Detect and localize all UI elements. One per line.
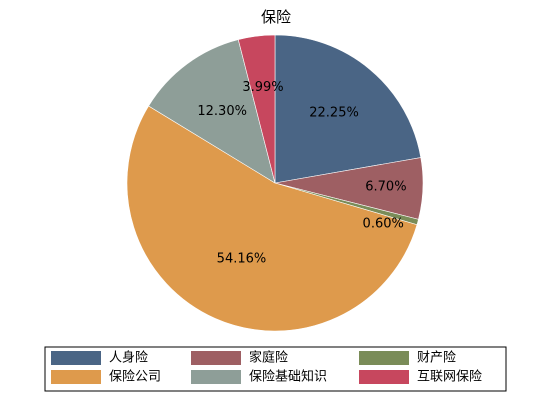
slice-value-label: 3.99% — [242, 80, 283, 95]
legend-swatch — [191, 351, 241, 365]
pie-slice — [148, 39, 276, 184]
legend-label: 财产险 — [417, 351, 456, 366]
slice-value-label: 54.16% — [217, 251, 267, 266]
legend-swatch — [51, 351, 101, 365]
pie-slice — [237, 34, 276, 184]
legend-frame — [44, 346, 507, 392]
legend-label: 保险公司 — [109, 370, 161, 385]
legend-label: 保险基础知识 — [249, 369, 327, 385]
slice-value-label: 6.70% — [365, 180, 406, 195]
slice-value-label: 22.25% — [309, 105, 359, 120]
slice-labels: 22.25% 6.70% 0.60% 54.16% 12.30% 3.99% — [197, 80, 406, 266]
legend-label: 人身险 — [109, 350, 148, 366]
legend-swatch — [51, 370, 101, 384]
pie-slice — [274, 34, 422, 184]
slice-value-label: 0.60% — [363, 217, 404, 232]
legend-swatch — [359, 351, 409, 365]
slice-value-label: 12.30% — [197, 104, 247, 119]
chart-title: 保险 — [261, 8, 291, 26]
legend-swatch — [191, 370, 241, 384]
legend-label: 家庭险 — [249, 350, 288, 366]
legend-swatch — [359, 370, 409, 384]
pie-slice — [126, 105, 418, 332]
legend-label: 互联网保险 — [417, 370, 482, 385]
pie-slices — [126, 34, 424, 332]
